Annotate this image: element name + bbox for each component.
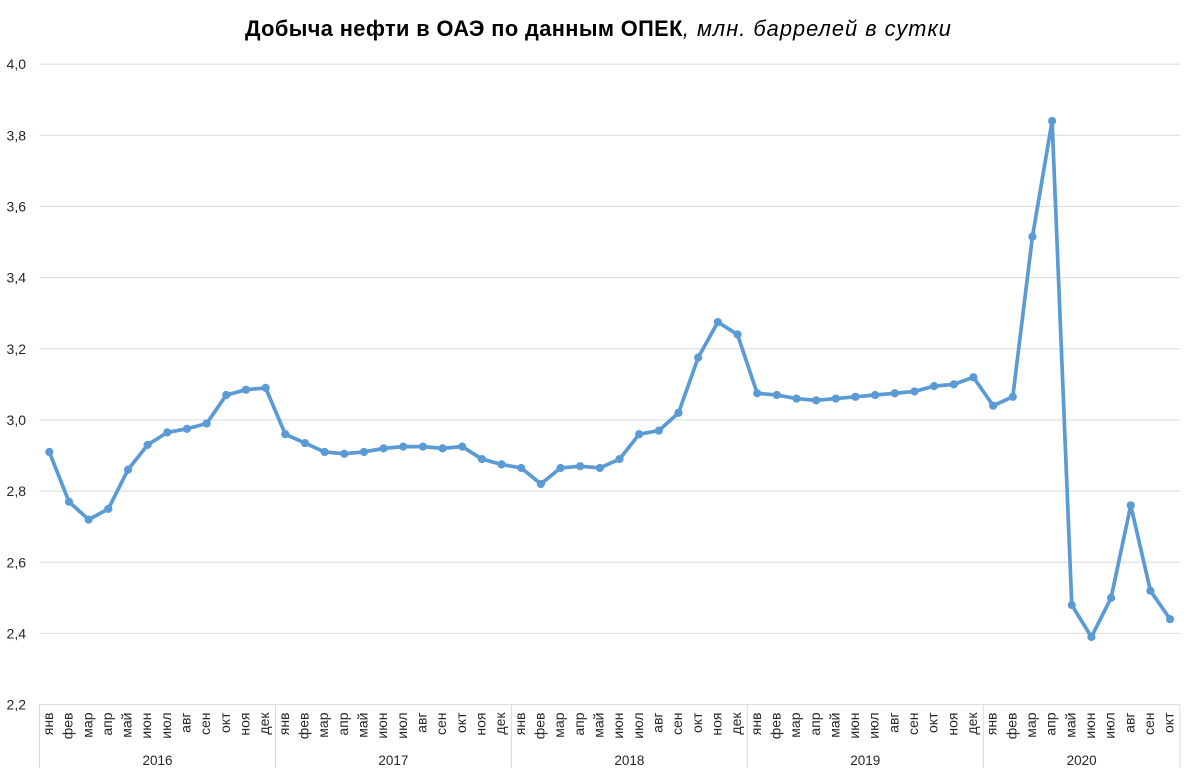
svg-text:май: май	[1062, 713, 1078, 738]
svg-text:май: май	[119, 713, 135, 738]
svg-text:2,4: 2,4	[7, 625, 27, 641]
svg-text:окт: окт	[689, 712, 705, 733]
svg-text:мар: мар	[315, 712, 331, 737]
svg-text:ноя: ноя	[237, 713, 253, 736]
svg-text:окт: окт	[925, 712, 941, 733]
svg-text:дек: дек	[492, 712, 508, 735]
svg-text:дек: дек	[728, 712, 744, 735]
svg-text:2019: 2019	[850, 753, 880, 768]
svg-text:окт: окт	[217, 712, 233, 733]
svg-text:3,0: 3,0	[7, 412, 27, 428]
svg-text:3,6: 3,6	[7, 198, 27, 214]
svg-text:2016: 2016	[142, 753, 172, 768]
svg-text:фев: фев	[1003, 713, 1019, 740]
svg-text:сен: сен	[669, 713, 685, 736]
svg-text:2020: 2020	[1067, 753, 1097, 768]
svg-text:авг: авг	[649, 713, 665, 733]
svg-text:фев: фев	[60, 713, 76, 740]
svg-text:фев: фев	[531, 713, 547, 740]
svg-text:авг: авг	[178, 713, 194, 733]
svg-text:сен: сен	[1141, 713, 1157, 736]
svg-text:Добыча нефти в ОАЭ по данным О: Добыча нефти в ОАЭ по данным ОПЕК, млн. …	[245, 16, 952, 41]
svg-text:авг: авг	[1121, 713, 1137, 733]
svg-text:сен: сен	[197, 713, 213, 736]
svg-text:авг: авг	[885, 713, 901, 733]
svg-text:июн: июн	[610, 713, 626, 739]
svg-text:ноя: ноя	[944, 713, 960, 736]
svg-text:2018: 2018	[614, 753, 644, 768]
svg-text:4,0: 4,0	[7, 56, 27, 72]
svg-text:апр: апр	[571, 712, 587, 735]
svg-text:сен: сен	[905, 713, 921, 736]
svg-text:дек: дек	[964, 712, 980, 735]
svg-text:май: май	[355, 713, 371, 738]
svg-text:ноя: ноя	[473, 713, 489, 736]
svg-text:апр: апр	[335, 712, 351, 735]
svg-text:апр: апр	[99, 712, 115, 735]
svg-text:окт: окт	[453, 712, 469, 733]
svg-text:май: май	[590, 713, 606, 738]
svg-text:апр: апр	[807, 712, 823, 735]
svg-text:мар: мар	[1023, 712, 1039, 737]
svg-text:3,8: 3,8	[7, 127, 27, 143]
svg-text:янв: янв	[748, 713, 764, 736]
svg-text:2,8: 2,8	[7, 483, 27, 499]
svg-text:июл: июл	[866, 713, 882, 739]
svg-text:сен: сен	[433, 713, 449, 736]
svg-text:мар: мар	[79, 712, 95, 737]
svg-text:2017: 2017	[378, 753, 408, 768]
svg-text:2,2: 2,2	[7, 697, 27, 713]
svg-text:3,2: 3,2	[7, 341, 27, 357]
svg-text:янв: янв	[984, 713, 1000, 736]
svg-text:июл: июл	[394, 713, 410, 739]
svg-text:фев: фев	[296, 713, 312, 740]
svg-text:2,6: 2,6	[7, 554, 27, 570]
svg-text:янв: янв	[276, 713, 292, 736]
svg-text:июл: июл	[158, 713, 174, 739]
svg-text:июн: июн	[374, 713, 390, 739]
svg-text:июн: июн	[1082, 713, 1098, 739]
svg-text:окт: окт	[1161, 712, 1177, 733]
svg-text:мар: мар	[551, 712, 567, 737]
svg-text:июн: июн	[138, 713, 154, 739]
svg-text:апр: апр	[1043, 712, 1059, 735]
svg-text:май: май	[826, 713, 842, 738]
svg-text:янв: янв	[40, 713, 56, 736]
svg-text:фев: фев	[767, 713, 783, 740]
svg-text:авг: авг	[414, 713, 430, 733]
svg-text:июл: июл	[1102, 713, 1118, 739]
svg-text:ноя: ноя	[708, 713, 724, 736]
svg-text:июл: июл	[630, 713, 646, 739]
svg-text:мар: мар	[787, 712, 803, 737]
svg-text:июн: июн	[846, 713, 862, 739]
svg-text:3,4: 3,4	[7, 270, 27, 286]
svg-text:янв: янв	[512, 713, 528, 736]
svg-text:дек: дек	[256, 712, 272, 735]
